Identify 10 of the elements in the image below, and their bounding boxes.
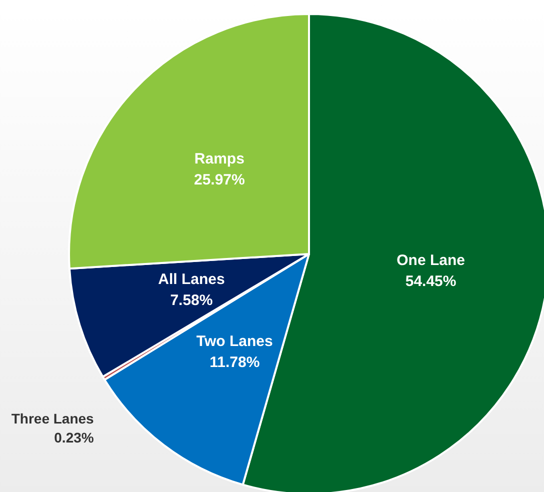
slice-label: Three Lanes bbox=[11, 410, 94, 427]
slice-label: Ramps bbox=[194, 150, 244, 168]
slice-label: All Lanes bbox=[158, 271, 225, 288]
data-label: 7.58% bbox=[170, 292, 213, 310]
data-label: 0.23% bbox=[54, 430, 94, 446]
data-label: 54.45% bbox=[405, 273, 456, 290]
data-label: 11.78% bbox=[210, 354, 260, 371]
slice-label: Two Lanes bbox=[196, 332, 273, 350]
slice-label: One Lane bbox=[396, 252, 465, 270]
data-label: 25.97% bbox=[194, 172, 245, 189]
